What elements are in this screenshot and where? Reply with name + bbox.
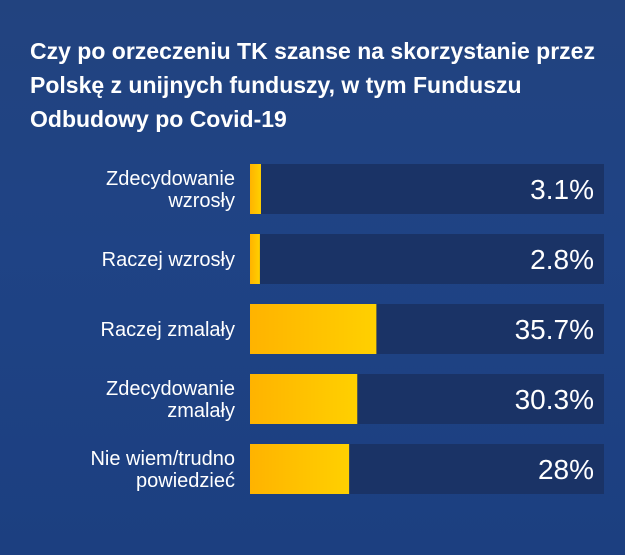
value-label: 3.1% [530,174,594,205]
category-label-line: Zdecydowanie [106,168,235,190]
value-label: 35.7% [515,314,594,345]
bar-row: Nie wiem/trudno powiedzieć 28% [90,444,604,494]
bar [250,374,358,424]
bar [250,164,261,214]
category-label-line: Raczej wzrosły [102,249,235,271]
bar-row: Zdecydowanie zmalały 30.3% [106,374,604,424]
category-label: Zdecydowanie wzrosły [106,168,235,212]
category-label-line: Zdecydowanie [106,378,235,400]
bar [250,234,260,284]
category-label: Raczej zmalały [101,319,235,341]
bar [250,304,377,354]
bar-row: Raczej zmalały 35.7% [101,304,604,354]
bar-track [250,164,604,214]
category-label-line: wzrosły [167,190,235,212]
bar-track [250,234,604,284]
bar-row: Zdecydowanie wzrosły 3.1% [106,164,604,214]
category-label-line: zmalały [167,400,235,422]
category-label: Zdecydowanie zmalały [106,378,235,422]
bar-rows: Zdecydowanie wzrosły 3.1%Raczej wzrosły 2.8… [90,164,604,494]
value-label: 2.8% [530,244,594,275]
value-label: 30.3% [515,384,594,415]
value-label: 28% [538,454,594,485]
category-label-line: Nie wiem/trudno [90,448,235,470]
chart-title: Czy po orzeczeniu TK szanse na skorzysta… [30,38,595,132]
bar-row: Raczej wzrosły 2.8% [102,234,604,284]
category-label: Raczej wzrosły [102,249,235,271]
category-label-line: powiedzieć [136,470,235,492]
category-label: Nie wiem/trudno powiedzieć [90,448,235,492]
bar [250,444,350,494]
category-label-line: Raczej zmalały [101,319,235,341]
